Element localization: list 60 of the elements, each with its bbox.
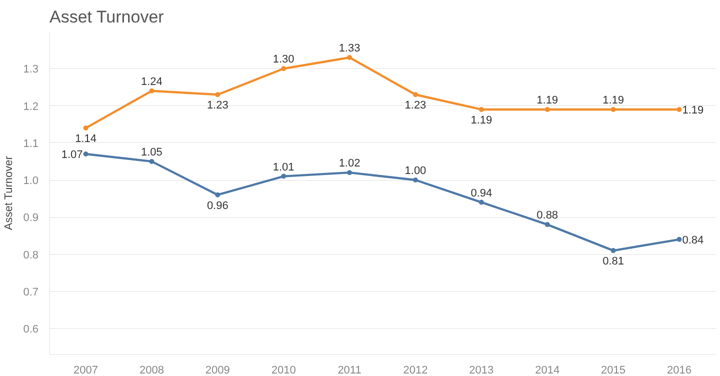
data-label: 1.19: [682, 104, 704, 116]
y-axis-title: Asset Turnover: [3, 156, 16, 230]
point: [676, 106, 682, 112]
point: [347, 54, 352, 60]
data-label: 0.96: [206, 200, 228, 212]
point: [149, 88, 154, 94]
data-label: 0.88: [536, 210, 558, 222]
x-tick-label: 2010: [271, 364, 296, 376]
data-label: 1.01: [272, 161, 294, 174]
y-tick-label: 1.3: [23, 64, 39, 76]
y-tick-label: 1.0: [23, 175, 39, 188]
data-label: 1.23: [404, 100, 426, 112]
data-label: 1.30: [272, 54, 294, 66]
data-label: 1.23: [206, 100, 228, 112]
data-label: 1.14: [75, 133, 96, 146]
point: [215, 192, 220, 198]
data-label: 1.24: [141, 76, 162, 88]
point: [610, 106, 616, 112]
y-tick-label: 0.9: [23, 212, 39, 224]
y-tick-label: 1.1: [23, 138, 39, 150]
data-label: 1.05: [141, 146, 162, 158]
y-tick-label: 0.6: [23, 324, 39, 336]
x-tick-label: 2012: [403, 364, 428, 376]
x-tick-label: 2011: [338, 364, 362, 376]
x-tick-label: 2008: [139, 364, 164, 376]
x-tick-label: 2014: [535, 364, 560, 376]
x-tick-label: 2007: [74, 364, 98, 376]
data-label: 0.84: [682, 234, 704, 246]
point: [610, 248, 616, 254]
x-tick-label: 2015: [601, 364, 626, 376]
point: [676, 236, 682, 242]
data-label: 1.19: [470, 114, 492, 126]
x-tick-label: 2013: [469, 364, 494, 376]
data-label: 1.33: [338, 42, 360, 54]
point: [412, 178, 418, 182]
point: [83, 152, 88, 157]
point: [347, 170, 352, 176]
data-label: 1.19: [602, 94, 624, 106]
data-label: 1.19: [536, 94, 558, 106]
data-label: 0.81: [602, 256, 624, 268]
point: [83, 126, 88, 131]
y-tick-label: 0.8: [23, 249, 39, 262]
point: [478, 106, 484, 112]
point: [281, 174, 286, 179]
point: [412, 92, 418, 98]
point: [281, 66, 286, 72]
point: [544, 222, 550, 228]
y-tick-label: 1.2: [23, 100, 39, 113]
data-label: 1.00: [404, 165, 426, 178]
chart-title: Asset Turnover: [50, 8, 164, 26]
x-tick-label: 2016: [666, 364, 692, 376]
x-tick-label: 2009: [205, 364, 230, 376]
point: [149, 158, 154, 164]
y-tick-label: 0.7: [23, 286, 39, 298]
point: [215, 92, 220, 98]
point: [544, 106, 550, 112]
point: [478, 200, 484, 205]
data-label: 1.07: [61, 149, 83, 162]
data-label: 0.94: [470, 187, 492, 200]
data-label: 1.02: [338, 158, 360, 170]
